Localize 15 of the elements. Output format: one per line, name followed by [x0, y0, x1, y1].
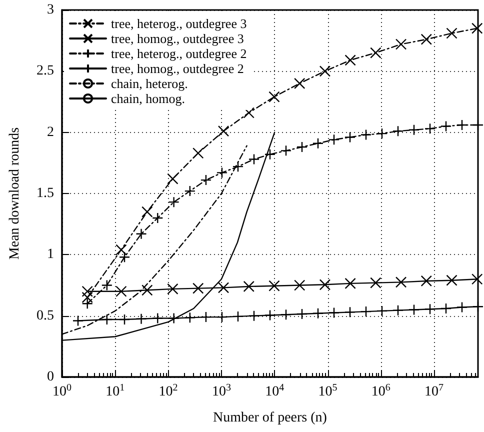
legend-label: tree, homog., outdegree 3 [111, 31, 244, 46]
x-axis-title: Number of peers (n) [213, 410, 328, 426]
y-tick-label: 0.5 [36, 308, 54, 324]
legend-label: tree, heterog., outdegree 2 [111, 46, 247, 61]
y-tick-label: 0 [47, 370, 54, 384]
legend-label: chain, homog. [111, 91, 186, 106]
y-tick-label: 1 [47, 247, 54, 262]
legend-label: tree, heterog., outdegree 3 [111, 16, 247, 31]
legend-label: chain, heterog. [111, 76, 188, 91]
y-tick-label: 1.5 [36, 186, 54, 201]
y-axis-title: Mean download rounds [8, 127, 22, 260]
y-tick-label: 2 [47, 124, 54, 140]
y-tick-label: 3 [47, 2, 54, 18]
legend-label: tree, homog., outdegree 2 [111, 61, 244, 76]
y-tick-label: 2.5 [36, 64, 54, 79]
